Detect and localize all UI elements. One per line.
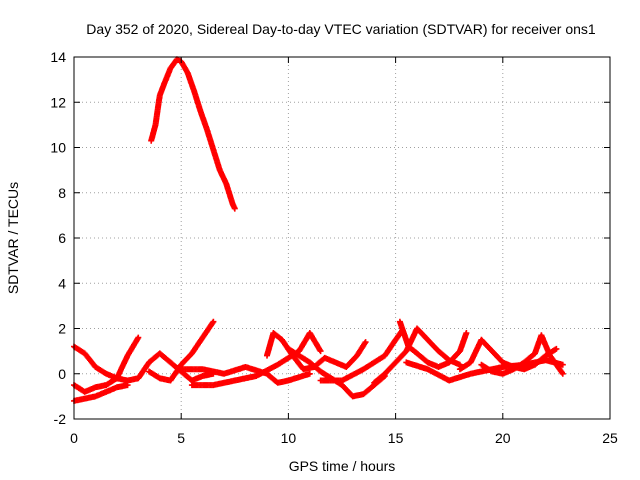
data-point — [231, 205, 238, 212]
series-track-k — [396, 318, 470, 370]
series-track-m — [456, 336, 560, 373]
y-tick-label: 10 — [50, 140, 66, 156]
y-tick-label: 14 — [50, 49, 66, 65]
series-track-h — [285, 345, 388, 400]
data-point — [362, 339, 369, 346]
data-points-layer — [71, 56, 566, 404]
data-point — [553, 345, 560, 352]
series-track-a — [71, 343, 217, 384]
y-tick-label: 6 — [58, 230, 66, 246]
series-track-c — [71, 382, 131, 404]
x-tick-label: 10 — [281, 430, 297, 446]
data-point — [559, 370, 566, 377]
data-point — [210, 318, 217, 325]
x-axis-label: GPS time / hours — [289, 458, 396, 474]
data-point — [559, 361, 566, 368]
x-tick-label: 25 — [602, 430, 618, 446]
series-high-arc — [148, 56, 238, 212]
series-track-n — [478, 332, 566, 377]
series-track-d — [146, 318, 217, 384]
series-track-j — [371, 325, 463, 386]
data-point — [124, 382, 131, 389]
series-track-i — [317, 327, 405, 384]
x-tick-label: 15 — [388, 430, 404, 446]
series-track-e — [178, 364, 313, 386]
y-tick-label: 8 — [58, 185, 66, 201]
data-point — [463, 330, 470, 336]
data-point — [317, 348, 324, 355]
data-point — [306, 370, 313, 377]
series-track-b — [71, 334, 142, 395]
x-tick-label: 0 — [70, 430, 78, 446]
grid-layer — [74, 57, 610, 419]
chart-title: Day 352 of 2020, Sidereal Day-to-day VTE… — [86, 21, 596, 37]
data-point — [135, 334, 142, 341]
y-tick-label: 2 — [58, 321, 66, 337]
y-axis-label: SDTVAR / TECUs — [5, 182, 21, 294]
x-tick-label: 20 — [495, 430, 511, 446]
series-track-g — [264, 330, 369, 373]
y-tick-label: 0 — [58, 366, 66, 382]
y-tick-label: 12 — [50, 94, 66, 110]
x-tick-label: 5 — [177, 430, 185, 446]
data-point — [361, 340, 368, 347]
y-tick-label: -2 — [54, 411, 67, 427]
y-tick-label: 4 — [58, 275, 66, 291]
series-track-f — [188, 330, 324, 389]
